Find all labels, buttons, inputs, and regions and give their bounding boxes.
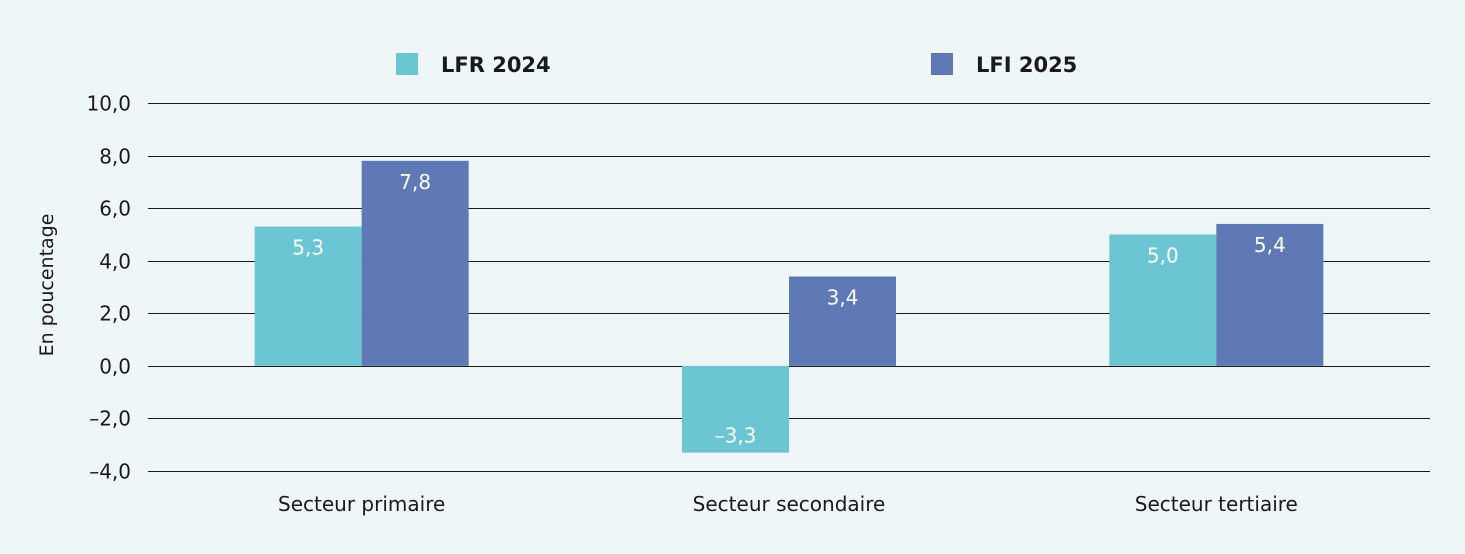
bars [254,160,1324,453]
data-label: 7,8 [399,170,431,194]
y-tick-label: 8,0 [99,145,131,169]
category-label: Secteur primaire [278,492,445,516]
bar-lfi-2025 [1216,223,1324,366]
legend-label: LFI 2025 [976,53,1077,77]
y-axis-ticks: 10,0 8,0 6,0 4,0 2,0 0,0 –2,0 –4,0 [86,92,131,484]
legend-swatch [931,53,953,75]
data-label: –3,3 [715,424,757,448]
y-tick-label: 4,0 [99,250,131,274]
legend-swatch [396,53,418,75]
bar-lfi-2025 [361,160,469,366]
legend: LFR 2024 LFI 2025 [396,53,1077,77]
y-axis-title: En poucentage [36,214,58,357]
bar-lfr-2024 [682,365,789,453]
category-label: Secteur secondaire [693,492,886,516]
data-label: 5,0 [1147,243,1179,267]
bar-lfi-2025 [789,276,896,366]
data-labels: 5,3 7,8 –3,3 3,4 5,0 5,4 [292,170,1285,448]
y-tick-label: 10,0 [86,92,131,116]
y-tick-label: –4,0 [89,460,131,484]
y-tick-label: 2,0 [99,302,131,326]
x-axis-categories: Secteur primaire Secteur secondaire Secteu… [278,492,1298,516]
data-label: 5,4 [1254,233,1286,257]
data-label: 5,3 [292,236,324,260]
legend-label: LFR 2024 [441,53,551,77]
data-label: 3,4 [827,285,859,309]
y-tick-label: –2,0 [89,407,131,431]
category-label: Secteur tertiaire [1135,492,1298,516]
bar-lfr-2024 [254,226,362,366]
bar-lfr-2024 [1109,234,1217,366]
y-tick-label: 6,0 [99,197,131,221]
y-tick-label: 0,0 [99,355,131,379]
